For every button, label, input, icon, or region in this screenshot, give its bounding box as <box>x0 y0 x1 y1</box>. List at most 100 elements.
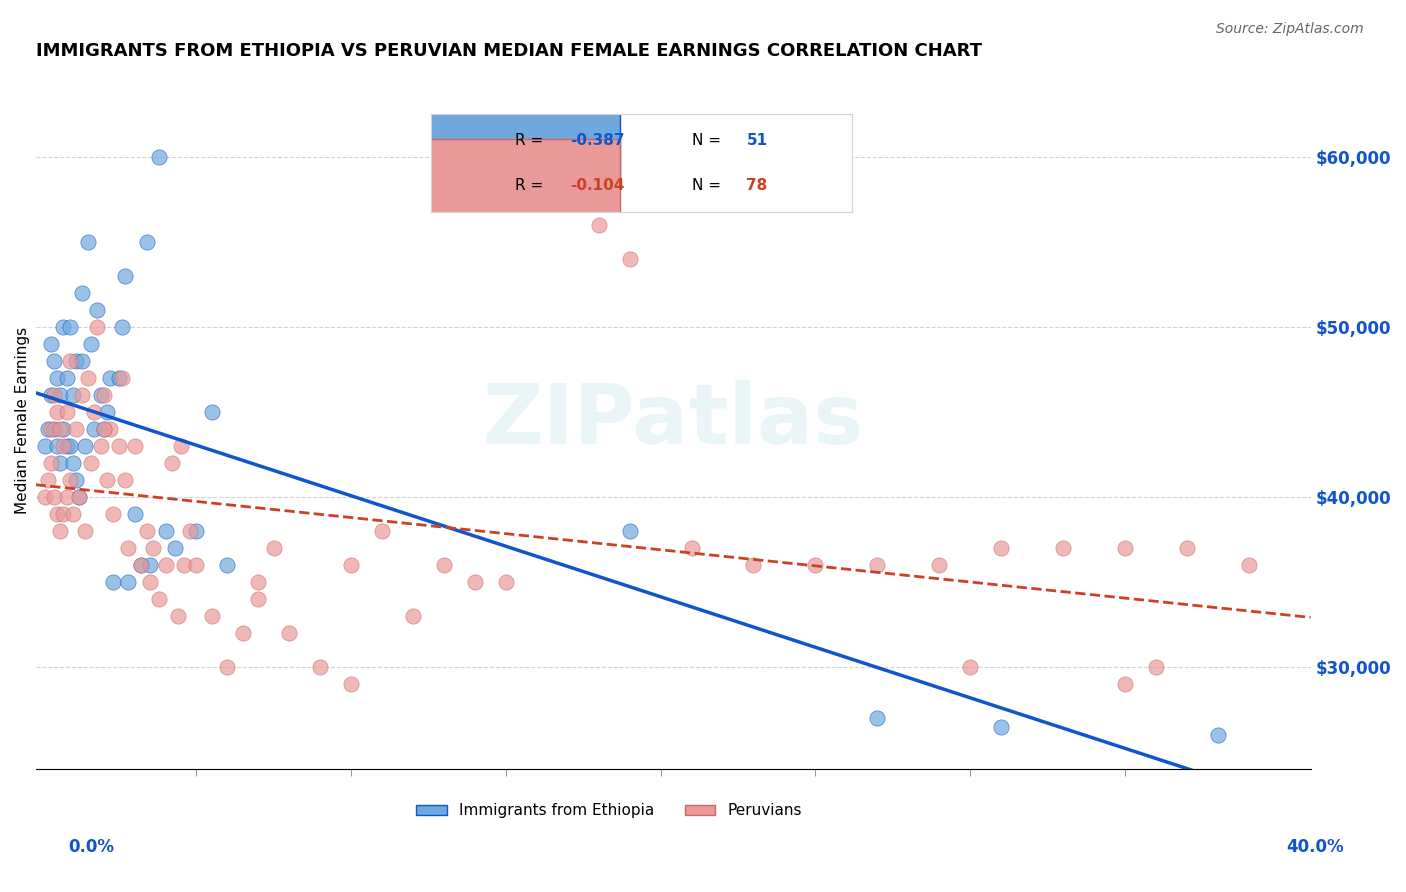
Point <box>619 252 641 267</box>
Point <box>114 474 136 488</box>
Point <box>93 388 115 402</box>
Point <box>866 711 889 725</box>
Point <box>80 456 103 470</box>
Point <box>77 371 100 385</box>
Point <box>46 508 69 522</box>
Point <box>65 422 87 436</box>
Point <box>201 405 224 419</box>
Point <box>75 524 97 539</box>
Point <box>86 303 108 318</box>
Point <box>52 422 75 436</box>
Point <box>58 439 80 453</box>
Point <box>340 677 363 691</box>
Point <box>58 354 80 368</box>
Point <box>39 337 62 351</box>
Point <box>52 508 75 522</box>
Point <box>371 524 394 539</box>
Point <box>90 388 112 402</box>
Point <box>464 575 486 590</box>
Point <box>55 405 77 419</box>
Point <box>1237 558 1260 573</box>
Point <box>340 558 363 573</box>
Point <box>49 524 72 539</box>
Point <box>186 558 208 573</box>
Point <box>990 541 1012 556</box>
Point <box>155 558 177 573</box>
Point <box>46 405 69 419</box>
Text: 40.0%: 40.0% <box>1286 838 1343 855</box>
Point <box>163 541 186 556</box>
Point <box>959 660 981 674</box>
Point <box>93 422 115 436</box>
Point <box>49 456 72 470</box>
Point <box>55 371 77 385</box>
Point <box>101 575 124 590</box>
Point <box>1114 677 1136 691</box>
Point <box>70 286 93 301</box>
Point <box>39 388 62 402</box>
Point <box>75 439 97 453</box>
Point <box>495 575 517 590</box>
Point <box>139 575 162 590</box>
Point <box>83 405 105 419</box>
Text: 0.0%: 0.0% <box>69 838 114 855</box>
Point <box>90 439 112 453</box>
Point <box>681 541 703 556</box>
Point <box>55 491 77 505</box>
Point <box>588 219 610 233</box>
Point <box>1144 660 1167 674</box>
Point <box>1175 541 1198 556</box>
Point <box>278 626 301 640</box>
Point <box>101 508 124 522</box>
Point <box>65 474 87 488</box>
Point <box>619 524 641 539</box>
Point <box>83 422 105 436</box>
Point <box>49 422 72 436</box>
Point <box>93 422 115 436</box>
Point <box>201 609 224 624</box>
Point <box>58 320 80 334</box>
Point <box>117 575 139 590</box>
Point <box>139 558 162 573</box>
Point <box>80 337 103 351</box>
Point <box>1052 541 1074 556</box>
Point <box>232 626 254 640</box>
Text: Source: ZipAtlas.com: Source: ZipAtlas.com <box>1216 22 1364 37</box>
Point <box>77 235 100 250</box>
Point <box>866 558 889 573</box>
Legend: Immigrants from Ethiopia, Peruvians: Immigrants from Ethiopia, Peruvians <box>411 797 808 824</box>
Point <box>402 609 425 624</box>
Point <box>96 474 118 488</box>
Point <box>1114 541 1136 556</box>
Point <box>46 371 69 385</box>
Point <box>98 371 121 385</box>
Point <box>34 439 56 453</box>
Point <box>58 474 80 488</box>
Point <box>67 491 90 505</box>
Point <box>52 439 75 453</box>
Text: IMMIGRANTS FROM ETHIOPIA VS PERUVIAN MEDIAN FEMALE EARNINGS CORRELATION CHART: IMMIGRANTS FROM ETHIOPIA VS PERUVIAN MED… <box>35 42 981 60</box>
Point <box>46 439 69 453</box>
Point <box>136 235 159 250</box>
Point <box>42 422 65 436</box>
Point <box>42 388 65 402</box>
Point <box>1206 728 1229 742</box>
Point <box>117 541 139 556</box>
Point <box>124 508 146 522</box>
Point <box>70 388 93 402</box>
Point <box>39 422 62 436</box>
Point <box>129 558 152 573</box>
Point <box>990 720 1012 734</box>
Point <box>34 491 56 505</box>
Point <box>142 541 165 556</box>
Point <box>67 491 90 505</box>
Point <box>52 320 75 334</box>
Point <box>96 405 118 419</box>
Point <box>167 609 190 624</box>
Point <box>179 524 201 539</box>
Point <box>37 474 59 488</box>
Point <box>62 388 84 402</box>
Point <box>247 575 270 590</box>
Point <box>111 320 134 334</box>
Y-axis label: Median Female Earnings: Median Female Earnings <box>15 327 30 515</box>
